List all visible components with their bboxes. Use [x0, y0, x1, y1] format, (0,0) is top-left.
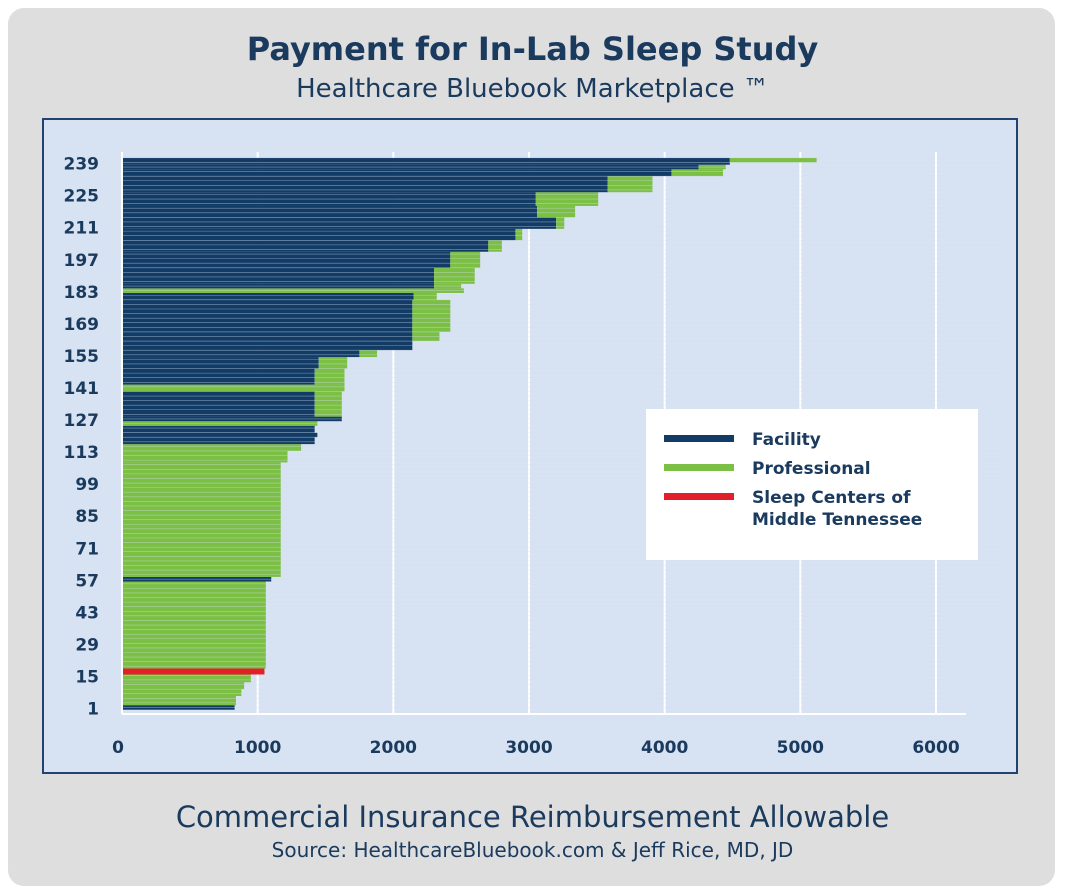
bar-facility-239-239: [122, 162, 730, 165]
bar-facility-187-193: [122, 267, 435, 284]
bar-facility-234-236: [122, 169, 672, 177]
source-note: Source: HealthcareBluebook.com & Jeff Ri…: [271, 838, 794, 862]
bar-facility-206-210: [122, 228, 516, 241]
chart-title: Payment for In-Lab Sleep Study: [246, 30, 819, 68]
y-tick-label: 239: [64, 155, 100, 175]
x-tick-label: 2000: [370, 738, 417, 758]
y-tick-label: 127: [64, 411, 100, 431]
bar-professional-7-9: [122, 689, 242, 697]
bar-facility-240-241: [122, 157, 730, 163]
bar-professional-129-139: [314, 391, 342, 417]
y-tick-label: 225: [64, 187, 100, 207]
bar-professional-10-12: [122, 682, 245, 690]
y-tick-label: 15: [75, 668, 99, 688]
bar-facility-150-154: [122, 357, 319, 369]
x-axis-caption: Commercial Insurance Reimbursement Allow…: [175, 800, 890, 834]
legend-item-sleep-centers: Sleep Centers of Middle Tennessee: [664, 487, 972, 531]
legend-label-facility: Facility: [752, 430, 821, 450]
y-tick-label: 141: [64, 379, 100, 399]
bar-professional-140-142: [122, 384, 345, 392]
x-tick-label: 5000: [777, 738, 824, 758]
bar-professional-187-193: [434, 267, 475, 284]
bar-professional-216-220: [537, 205, 576, 218]
bar-facility-216-220: [122, 205, 538, 218]
bar-professional-150-154: [318, 357, 348, 369]
legend-label-professional: Professional: [752, 459, 871, 479]
bar-professional-166-179: [412, 299, 451, 332]
bars: [122, 157, 1000, 710]
bar-professional-155-157: [359, 350, 378, 358]
legend-swatch-sleep-centers: [664, 493, 734, 500]
bar-facility-194-200: [122, 251, 451, 268]
y-tick-label: 113: [64, 443, 100, 463]
y-tick-label: 1: [87, 700, 99, 720]
bar-facility-201-205: [122, 240, 489, 252]
y-tick-label: 169: [64, 315, 100, 335]
legend-item-professional: Professional: [664, 458, 972, 480]
bar-professional-194-200: [450, 251, 481, 268]
bar-professional-211-215: [556, 217, 565, 229]
bar-highlight-sleep-centers: [122, 668, 265, 675]
legend-swatch-professional: [664, 464, 734, 471]
tick-labels: 0 1000 2000 3000 4000 5000 6000 1 15 29 43 57 71 85 99…: [64, 155, 960, 758]
bar-professional-234-236: [671, 169, 724, 177]
y-tick-label: 211: [64, 219, 100, 239]
y-tick-label: 155: [64, 347, 100, 367]
bar-professional-201-205: [488, 240, 502, 252]
bar-facility-120-121: [122, 432, 318, 438]
bar-facility-211-215: [122, 217, 557, 229]
bar-facility-143-149: [122, 368, 315, 385]
y-tick-label: 183: [64, 283, 100, 303]
y-tick-label: 99: [75, 475, 99, 495]
axes: [121, 152, 966, 715]
x-tick-label: 3000: [505, 738, 552, 758]
x-tick-label: 6000: [912, 738, 959, 758]
bar-professional-114-116: [122, 444, 302, 451]
legend-swatch-facility: [664, 435, 734, 442]
legend: Facility Professional Sleep Centers of M…: [646, 409, 978, 560]
y-tick-label: 29: [75, 635, 99, 655]
bar-professional-3-6: [122, 696, 236, 706]
bar-professional-143-149: [314, 368, 345, 385]
y-tick-label: 85: [75, 507, 99, 527]
bar-professional-13-16: [122, 673, 251, 683]
bar-facility-166-179: [122, 299, 413, 332]
chart-subtitle: Healthcare Bluebook Marketplace ™: [296, 74, 769, 104]
bar-facility-122-124: [122, 425, 315, 433]
y-tick-label: 71: [75, 539, 99, 559]
legend-item-facility: Facility: [664, 429, 972, 451]
bar-facility-227-233: [122, 176, 608, 193]
y-tick-label: 197: [64, 251, 100, 271]
y-tick-label: 43: [75, 603, 99, 623]
bar-facility-129-139: [122, 391, 315, 417]
bar-facility-155-157: [122, 350, 360, 358]
x-tick-label: 0: [112, 738, 124, 758]
y-tick-label: 57: [75, 571, 99, 591]
bar-professional-240-241: [729, 157, 817, 163]
bar-facility-117-119: [122, 437, 315, 445]
bar-professional-109-113: [122, 450, 288, 463]
bar-professional-227-233: [607, 176, 653, 193]
legend-label-sleep-centers: Sleep Centers of Middle Tennessee: [752, 488, 923, 530]
x-tick-label: 1000: [234, 738, 281, 758]
bar-facility-180-182: [122, 292, 414, 300]
bar-professional-206-210: [515, 228, 523, 241]
x-tick-label: 4000: [641, 738, 688, 758]
bar-professional-180-182: [413, 292, 437, 300]
